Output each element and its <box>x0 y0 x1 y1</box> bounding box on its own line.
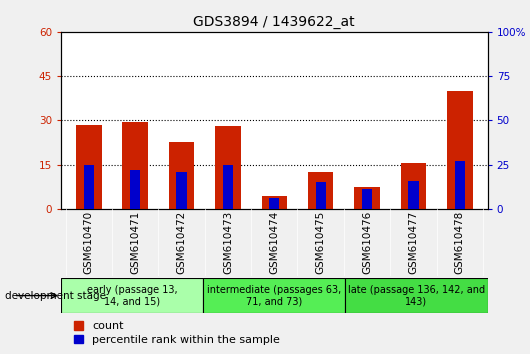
Bar <box>176 172 187 209</box>
Bar <box>76 125 102 209</box>
Bar <box>122 122 148 209</box>
Text: GSM610471: GSM610471 <box>130 211 140 274</box>
Bar <box>130 170 140 209</box>
Text: development stage: development stage <box>5 291 107 301</box>
Text: GSM610477: GSM610477 <box>409 211 418 274</box>
Bar <box>308 172 333 209</box>
Text: GSM610472: GSM610472 <box>176 211 187 274</box>
Bar <box>215 126 241 209</box>
Text: GSM610474: GSM610474 <box>269 211 279 274</box>
Bar <box>346 278 488 313</box>
Bar <box>455 161 465 209</box>
Bar <box>447 91 473 209</box>
Text: intermediate (passages 63,
71, and 73): intermediate (passages 63, 71, and 73) <box>207 285 341 307</box>
Bar <box>408 181 419 209</box>
Text: late (passage 136, 142, and
143): late (passage 136, 142, and 143) <box>348 285 485 307</box>
Text: GSM610476: GSM610476 <box>362 211 372 274</box>
Legend: count, percentile rank within the sample: count, percentile rank within the sample <box>74 321 280 345</box>
Bar <box>169 143 195 209</box>
Bar <box>354 187 380 209</box>
Text: GSM610475: GSM610475 <box>316 211 325 274</box>
Bar <box>269 198 279 209</box>
Bar <box>401 163 426 209</box>
Text: GSM610473: GSM610473 <box>223 211 233 274</box>
Bar <box>261 195 287 209</box>
Bar <box>315 182 326 209</box>
Bar <box>84 166 94 209</box>
Text: GSM610478: GSM610478 <box>455 211 465 274</box>
Title: GDS3894 / 1439622_at: GDS3894 / 1439622_at <box>193 16 355 29</box>
Text: GSM610470: GSM610470 <box>84 211 94 274</box>
Bar <box>362 189 372 209</box>
Bar <box>203 278 346 313</box>
Bar <box>223 165 233 209</box>
Bar <box>61 278 203 313</box>
Text: early (passage 13,
14, and 15): early (passage 13, 14, and 15) <box>87 285 178 307</box>
